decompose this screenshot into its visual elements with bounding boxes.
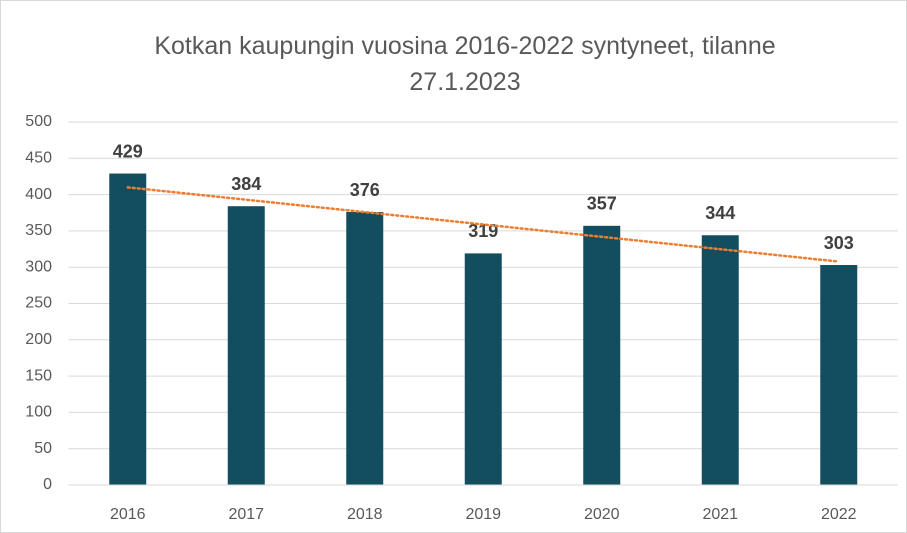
bar: [346, 212, 384, 486]
x-tick-label: 2016: [110, 506, 146, 523]
x-tick-label: 2021: [702, 506, 738, 523]
y-tick-label: 200: [25, 331, 52, 348]
y-tick-label: 50: [34, 440, 52, 457]
y-tick-label: 500: [25, 113, 52, 130]
y-tick-label: 350: [25, 222, 52, 239]
y-tick-label: 450: [25, 150, 52, 167]
data-label: 429: [113, 141, 143, 161]
x-tick-label: 2020: [584, 506, 620, 523]
bar: [820, 265, 858, 485]
data-label: 357: [587, 194, 617, 214]
y-tick-label: 250: [25, 295, 52, 312]
y-tick-label: 150: [25, 367, 52, 384]
data-label: 376: [350, 180, 380, 200]
y-tick-label: 400: [25, 186, 52, 203]
x-tick-label: 2022: [821, 506, 857, 523]
data-label: 384: [231, 174, 261, 194]
x-tick-label: 2018: [347, 506, 383, 523]
chart-title: Kotkan kaupungin vuosina 2016-2022 synty…: [154, 32, 776, 96]
bar: [227, 206, 265, 485]
data-label: 303: [824, 233, 854, 253]
bar: [583, 225, 621, 485]
x-tick-label: 2019: [465, 506, 501, 523]
trendline: [126, 186, 840, 263]
y-tick-label: 300: [25, 258, 52, 275]
y-tick-label: 0: [43, 476, 52, 493]
data-label: 344: [705, 203, 735, 223]
y-tick-label: 100: [25, 404, 52, 421]
bar: [109, 173, 147, 485]
bar: [701, 235, 739, 485]
x-tick-label: 2017: [228, 506, 264, 523]
bar: [464, 253, 502, 485]
